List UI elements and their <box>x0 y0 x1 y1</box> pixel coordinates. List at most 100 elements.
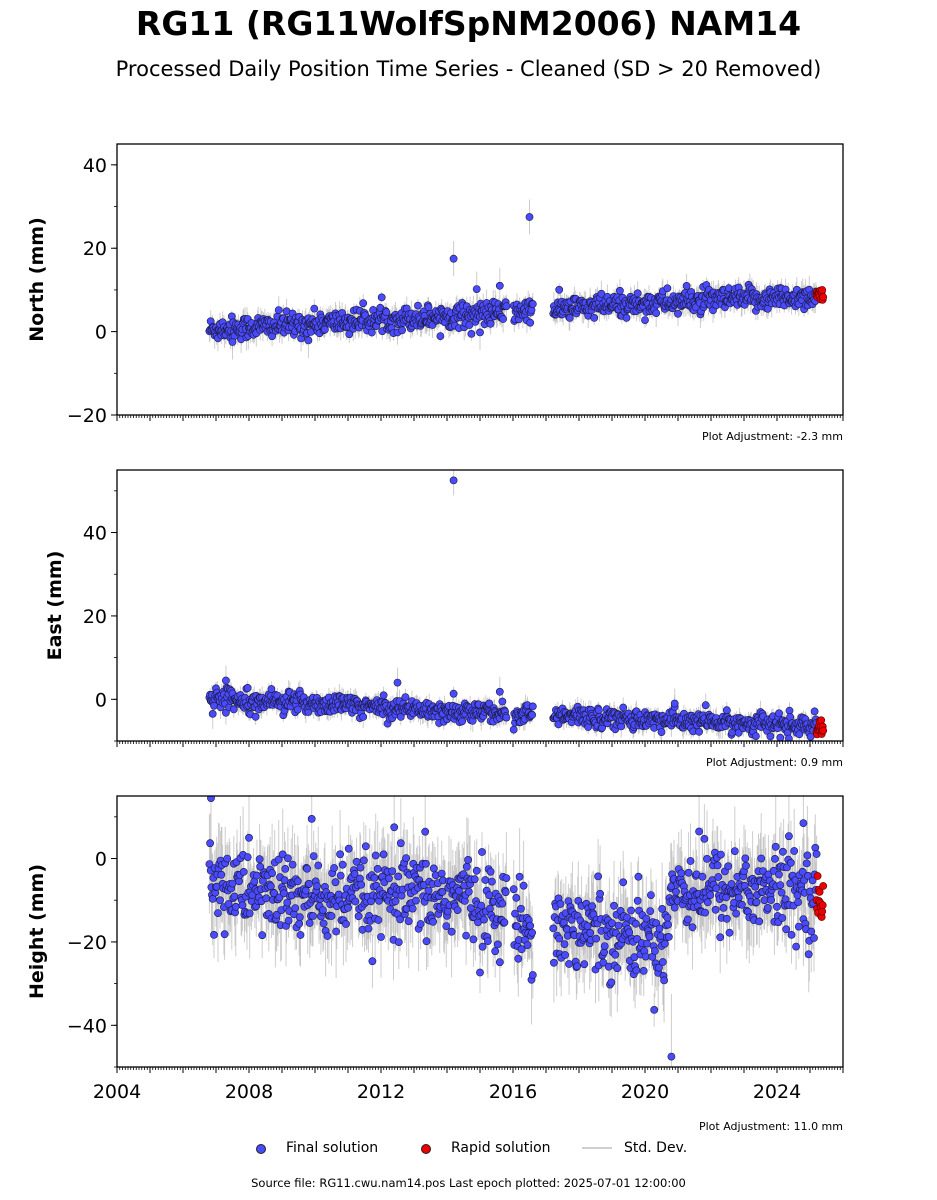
final-solution-point <box>502 302 511 311</box>
final-solution-point <box>382 308 391 317</box>
panel-east: 0 20 40 East (mm) Plot Adjustment: 0.9 mm <box>44 469 844 769</box>
y-axis-label: East (mm) <box>44 551 66 661</box>
final-solution-point <box>465 321 474 329</box>
final-solution-point <box>734 728 743 737</box>
final-solution-point <box>722 706 731 715</box>
panel-north: −20 0 20 40 North (mm) Plot Adjustment: -2.3 … <box>26 143 844 443</box>
final-solution-point <box>616 286 624 295</box>
final-solution-point <box>528 711 536 719</box>
final-solution-point <box>310 304 319 313</box>
rapid-solution-point <box>819 726 828 735</box>
final-solution-point <box>499 315 507 323</box>
plot-frame <box>116 143 844 416</box>
final-solution-point <box>554 720 563 729</box>
final-solution-point <box>228 338 237 346</box>
final-solution-point <box>528 300 537 308</box>
final-solution-point <box>345 330 354 339</box>
final-solution-point <box>810 707 819 716</box>
final-solution-point <box>652 309 661 317</box>
final-solution-point <box>393 678 402 687</box>
final-solution-point <box>775 709 783 718</box>
y-tick-label: −20 <box>67 405 107 427</box>
final-solution-point <box>401 693 410 701</box>
final-solution-point <box>293 705 302 714</box>
final-solution-point <box>472 285 481 293</box>
final-solution-point <box>449 476 458 485</box>
final-solution-point <box>498 697 507 706</box>
y-tick-label: 0 <box>95 322 107 344</box>
y-tick-label: 20 <box>83 238 107 260</box>
final-solution-point <box>486 319 495 328</box>
final-solution-point <box>495 687 504 696</box>
final-solution-point <box>641 316 649 324</box>
final-solution-point <box>359 713 368 721</box>
final-solution-point <box>528 702 537 711</box>
final-solution-point <box>555 285 564 294</box>
final-solution-point <box>274 306 283 314</box>
final-solution-point <box>633 289 642 298</box>
final-solution-point <box>436 332 445 340</box>
final-solution-point <box>682 281 691 290</box>
final-solution-point <box>594 706 603 714</box>
final-solution-point <box>766 732 775 741</box>
final-solution-point <box>695 727 703 736</box>
final-solution-point <box>525 213 534 221</box>
final-solution-point <box>243 684 252 692</box>
final-solution-point <box>584 723 593 731</box>
final-solution-point <box>367 328 376 337</box>
final-solution-point <box>208 710 217 718</box>
plot-area <box>205 199 828 360</box>
final-solution-point <box>221 676 230 685</box>
final-solution-point <box>398 326 406 335</box>
final-solution-point <box>509 725 518 734</box>
final-solution-point <box>320 325 329 334</box>
y-tick-label: 20 <box>83 606 107 628</box>
y-tick-label: 40 <box>83 523 107 545</box>
final-solution-point <box>377 293 386 302</box>
y-tick-label: 40 <box>83 155 107 177</box>
final-solution-point <box>701 701 710 710</box>
chart-title: RG11 (RG11WolfSpNM2006) NAM14 <box>135 4 802 43</box>
final-solution-point <box>229 705 238 714</box>
final-solution-point <box>379 691 388 700</box>
final-solution-point <box>304 336 313 345</box>
final-solution-point <box>267 685 276 693</box>
final-solution-point <box>670 699 679 708</box>
final-solution-point <box>657 728 666 736</box>
final-solution-point <box>449 689 458 698</box>
final-solution-point <box>424 303 433 312</box>
y-axis-label: North (mm) <box>26 217 48 342</box>
rapid-solution-point <box>818 286 827 294</box>
final-solution-point <box>495 281 504 290</box>
final-solution-point <box>724 284 733 293</box>
rapid-solution-point <box>819 293 828 301</box>
final-solution-point <box>502 713 511 722</box>
final-solution-point <box>663 284 672 293</box>
final-solution-point <box>467 329 476 338</box>
final-solution-point <box>414 301 422 310</box>
final-solution-point <box>476 328 484 337</box>
final-solution-point <box>526 318 535 327</box>
chart-subtitle: Processed Daily Position Time Series - C… <box>115 57 822 81</box>
final-solution-point <box>590 313 599 322</box>
final-solution-point <box>619 703 628 712</box>
final-solution-point <box>597 289 606 298</box>
final-solution-point <box>449 254 458 263</box>
plot-adjustment-note: Plot Adjustment: -2.3 mm <box>702 430 843 443</box>
final-solution-point <box>776 733 785 741</box>
y-tick-label: 0 <box>95 689 107 711</box>
final-solution-point <box>458 717 467 726</box>
final-solution-point <box>251 712 260 721</box>
final-solution-point <box>795 730 804 739</box>
final-solution-point <box>674 309 682 318</box>
plot-adjustment-note: Plot Adjustment: 0.9 mm <box>706 756 843 769</box>
final-solution-point <box>565 313 574 322</box>
final-solution-point <box>359 299 368 308</box>
plot-area <box>205 796 828 1067</box>
final-solution-point <box>752 732 760 740</box>
final-solution-point <box>622 313 631 322</box>
final-solution-point <box>785 734 793 741</box>
plot-area <box>205 470 828 741</box>
